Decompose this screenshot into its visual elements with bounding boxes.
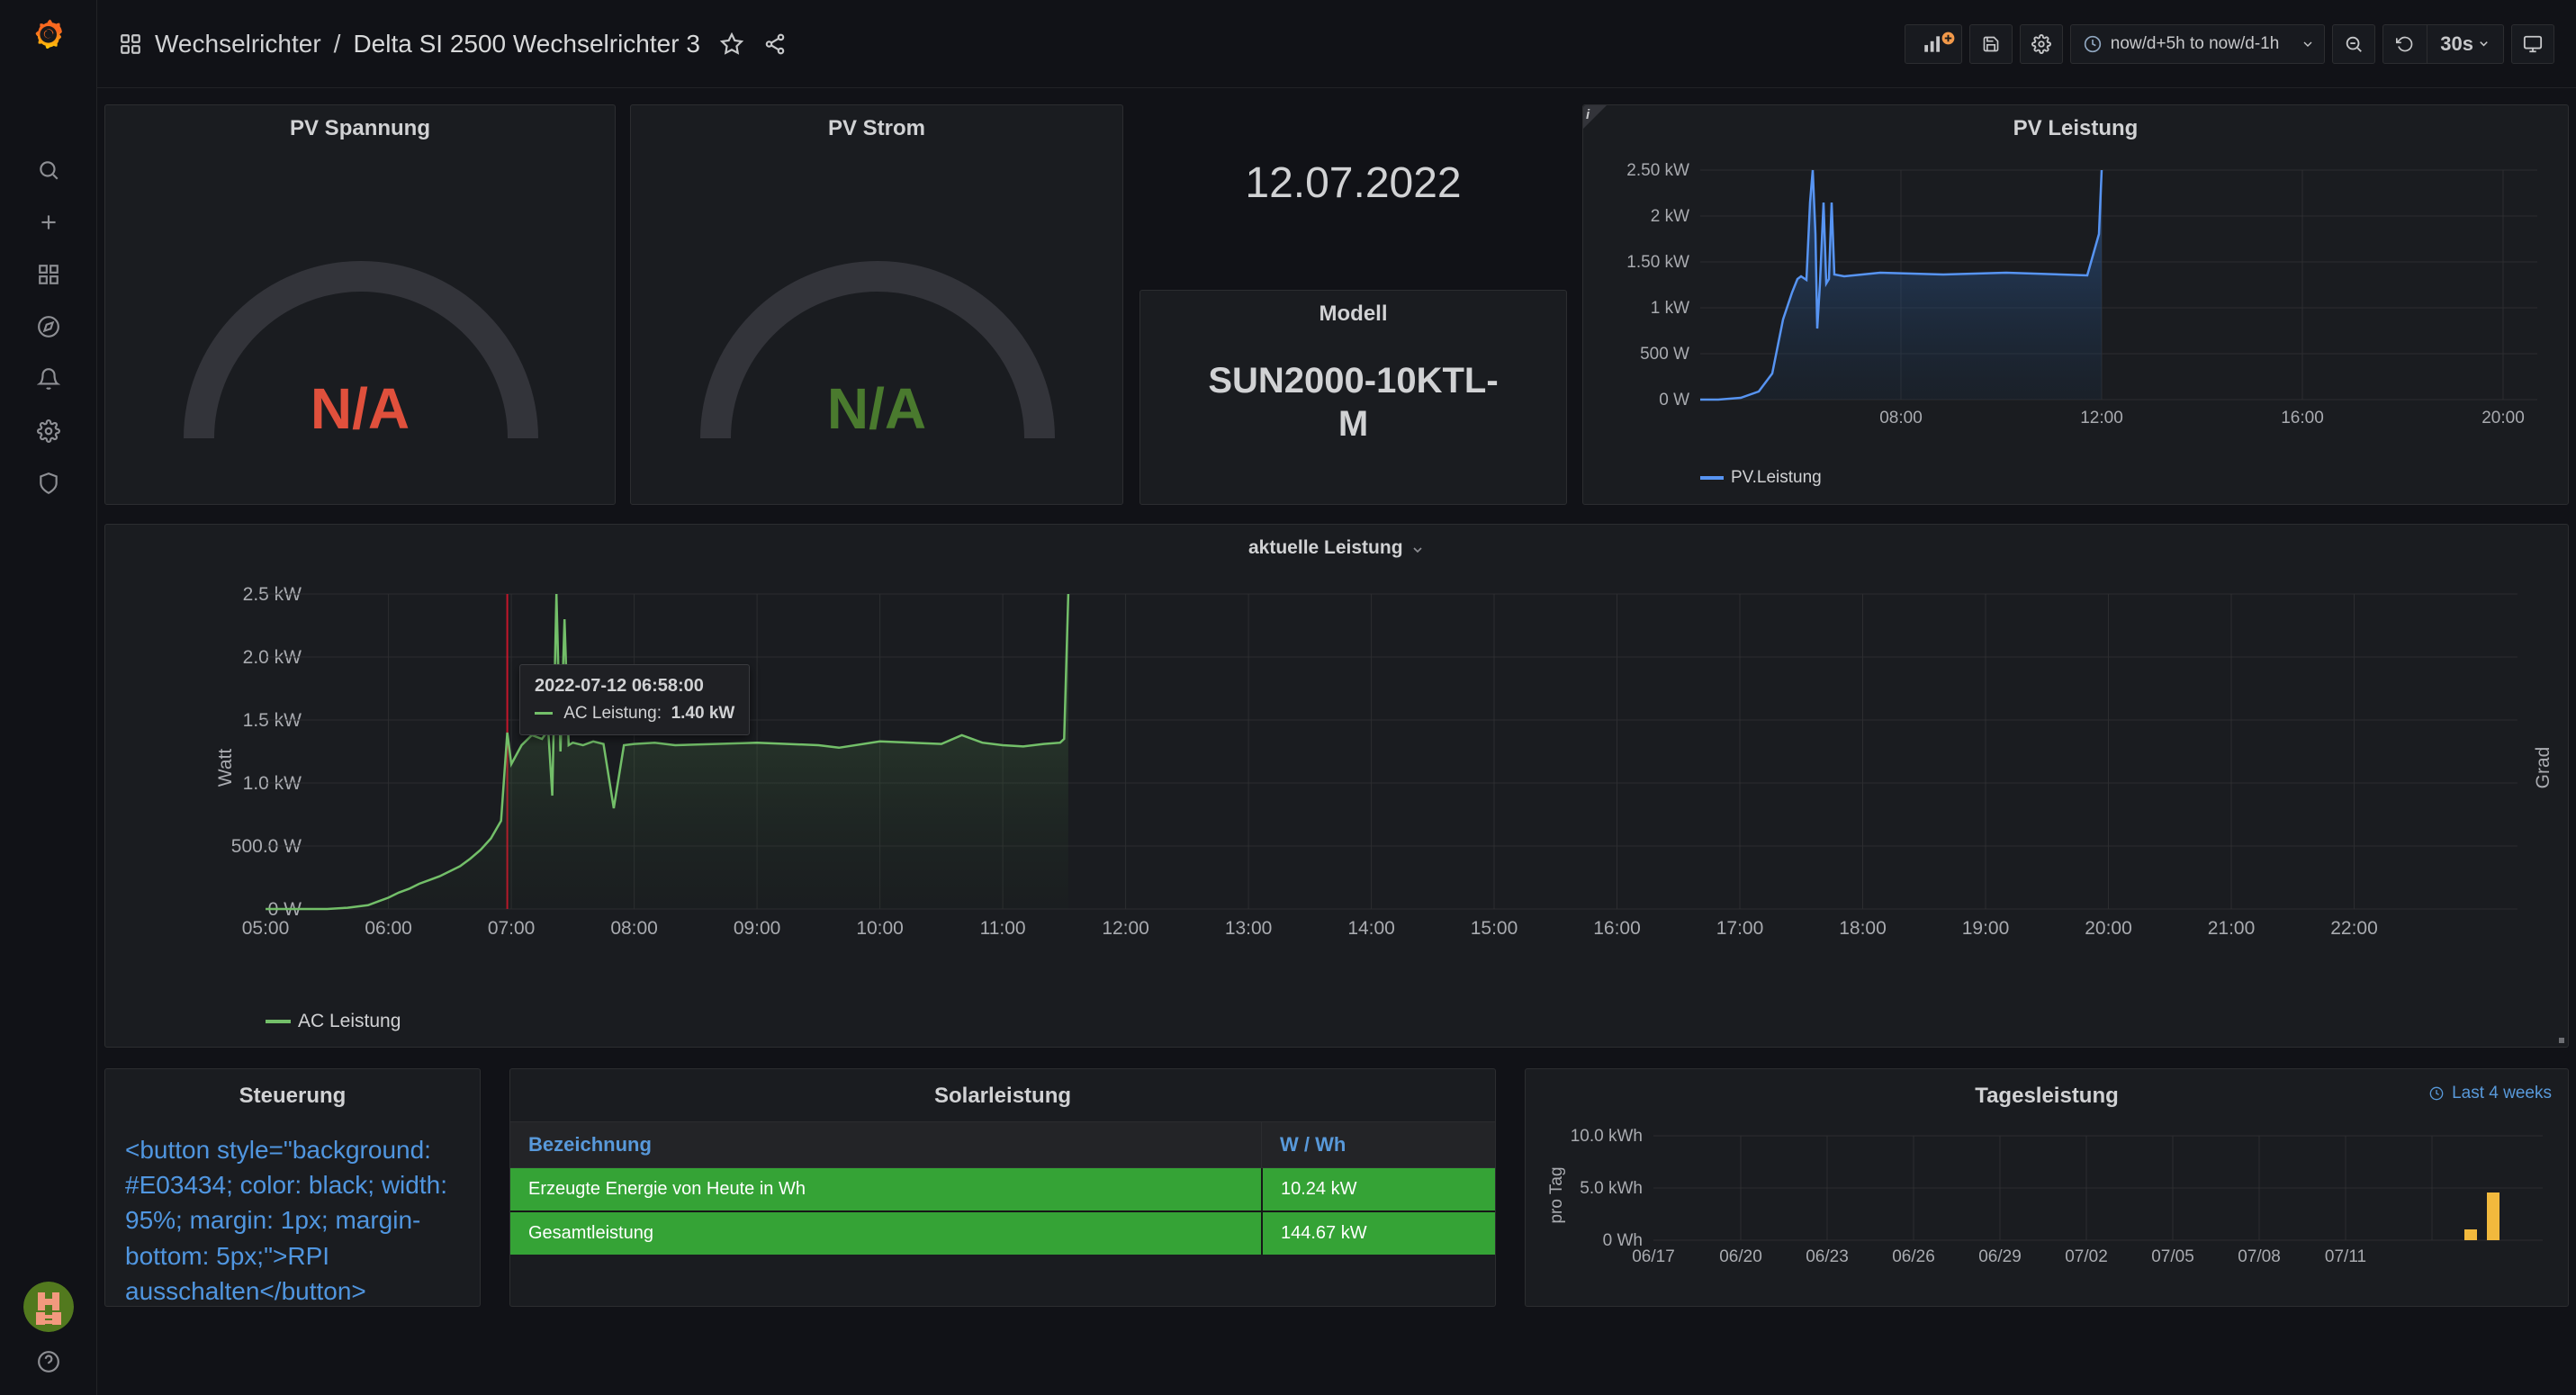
svg-text:18:00: 18:00	[1839, 918, 1887, 939]
svg-text:10:00: 10:00	[856, 918, 904, 939]
svg-text:2.50 kW: 2.50 kW	[1626, 161, 1689, 180]
svg-text:20:00: 20:00	[2085, 918, 2132, 939]
svg-text:19:00: 19:00	[1962, 918, 2010, 939]
svg-text:Watt: Watt	[215, 749, 236, 788]
svg-text:15:00: 15:00	[1471, 918, 1518, 939]
svg-text:13:00: 13:00	[1225, 918, 1273, 939]
svg-text:05:00: 05:00	[242, 918, 290, 939]
svg-text:08:00: 08:00	[610, 918, 658, 939]
svg-text:07/08: 07/08	[2238, 1247, 2281, 1266]
svg-text:07/05: 07/05	[2151, 1247, 2194, 1266]
svg-text:08:00: 08:00	[1879, 409, 1923, 428]
svg-text:21:00: 21:00	[2208, 918, 2256, 939]
svg-text:07/11: 07/11	[2325, 1247, 2366, 1266]
svg-text:22:00: 22:00	[2330, 918, 2378, 939]
svg-text:06/20: 06/20	[1719, 1247, 1762, 1266]
svg-text:06/29: 06/29	[1978, 1247, 2022, 1266]
svg-text:1.50 kW: 1.50 kW	[1626, 253, 1689, 272]
svg-text:2 kW: 2 kW	[1651, 207, 1689, 226]
svg-text:14:00: 14:00	[1347, 918, 1395, 939]
svg-text:09:00: 09:00	[734, 918, 781, 939]
svg-text:17:00: 17:00	[1716, 918, 1764, 939]
svg-text:16:00: 16:00	[2281, 409, 2324, 428]
svg-text:Grad: Grad	[2533, 747, 2553, 789]
svg-text:06/17: 06/17	[1632, 1247, 1675, 1266]
svg-text:12:00: 12:00	[2080, 409, 2123, 428]
svg-text:06/23: 06/23	[1806, 1247, 1849, 1266]
svg-text:16:00: 16:00	[1593, 918, 1641, 939]
svg-text:07/02: 07/02	[2065, 1247, 2108, 1266]
svg-text:1 kW: 1 kW	[1651, 299, 1689, 318]
svg-text:10.0 kWh: 10.0 kWh	[1571, 1127, 1643, 1146]
svg-text:11:00: 11:00	[980, 918, 1026, 939]
svg-text:0 W: 0 W	[1659, 391, 1689, 410]
svg-text:12:00: 12:00	[1102, 918, 1149, 939]
svg-text:20:00: 20:00	[2481, 409, 2525, 428]
svg-text:500 W: 500 W	[1640, 345, 1689, 364]
svg-text:06/26: 06/26	[1892, 1247, 1935, 1266]
svg-text:5.0 kWh: 5.0 kWh	[1580, 1179, 1643, 1198]
svg-text:07:00: 07:00	[488, 918, 536, 939]
svg-text:06:00: 06:00	[365, 918, 412, 939]
svg-text:pro Tag: pro Tag	[1547, 1166, 1566, 1223]
